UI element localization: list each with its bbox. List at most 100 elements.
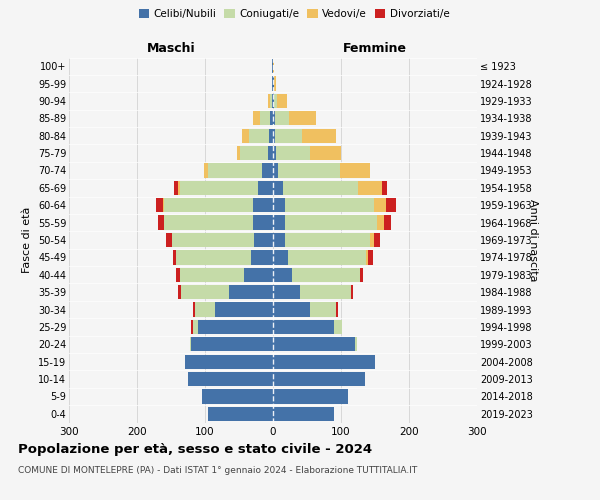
Bar <box>193 302 195 316</box>
Bar <box>336 302 338 316</box>
Bar <box>258 180 273 195</box>
Bar <box>366 250 368 264</box>
Bar <box>215 302 273 316</box>
Text: COMUNE DI MONTELEPRE (PA) - Dati ISTAT 1° gennaio 2024 - Elaborazione TUTTITALIA: COMUNE DI MONTELEPRE (PA) - Dati ISTAT 1… <box>18 466 417 475</box>
Bar <box>292 268 360 282</box>
Bar <box>273 268 292 282</box>
Bar <box>288 250 366 264</box>
Bar <box>273 320 334 334</box>
Bar <box>358 180 382 195</box>
Bar <box>244 268 273 282</box>
Bar <box>269 94 272 108</box>
Bar <box>273 146 277 160</box>
Bar <box>370 233 374 247</box>
Bar <box>229 285 273 300</box>
Bar <box>374 198 386 212</box>
Bar <box>273 216 285 230</box>
Text: Maschi: Maschi <box>146 42 196 55</box>
Bar <box>268 146 273 160</box>
Bar <box>198 320 273 334</box>
Bar <box>195 302 215 316</box>
Bar <box>273 59 274 74</box>
Bar <box>310 146 341 160</box>
Bar <box>351 285 353 300</box>
Bar <box>273 76 274 90</box>
Bar <box>273 250 288 264</box>
Bar <box>202 390 273 404</box>
Bar <box>260 111 270 126</box>
Bar <box>334 320 343 334</box>
Bar <box>272 94 273 108</box>
Bar <box>188 372 273 386</box>
Bar <box>384 216 391 230</box>
Bar <box>340 164 370 177</box>
Bar <box>180 180 258 195</box>
Bar <box>273 372 365 386</box>
Bar <box>374 233 380 247</box>
Bar <box>273 180 283 195</box>
Bar <box>172 233 254 247</box>
Bar <box>382 180 387 195</box>
Bar <box>262 164 273 177</box>
Bar <box>175 180 178 195</box>
Bar <box>272 59 273 74</box>
Bar <box>285 233 370 247</box>
Bar <box>274 76 277 90</box>
Bar <box>273 111 275 126</box>
Bar <box>254 233 273 247</box>
Bar <box>273 94 274 108</box>
Bar <box>191 337 273 351</box>
Bar <box>185 354 273 369</box>
Bar <box>156 198 163 212</box>
Bar <box>355 337 356 351</box>
Bar <box>164 198 253 212</box>
Bar <box>273 128 275 143</box>
Bar <box>241 146 268 160</box>
Bar <box>273 406 334 421</box>
Y-axis label: Fasce di età: Fasce di età <box>22 207 32 273</box>
Bar <box>208 164 262 177</box>
Bar <box>178 285 181 300</box>
Bar <box>178 180 180 195</box>
Bar <box>273 285 300 300</box>
Bar <box>273 198 285 212</box>
Bar <box>277 94 287 108</box>
Bar <box>273 337 355 351</box>
Bar <box>242 128 248 143</box>
Bar <box>253 216 273 230</box>
Bar <box>190 337 191 351</box>
Bar <box>274 94 277 108</box>
Bar <box>277 146 310 160</box>
Bar <box>275 111 289 126</box>
Bar <box>164 216 253 230</box>
Bar <box>273 164 278 177</box>
Bar <box>253 111 260 126</box>
Bar <box>181 285 229 300</box>
Bar <box>191 320 193 334</box>
Bar <box>173 250 176 264</box>
Bar <box>360 268 364 282</box>
Bar <box>273 233 285 247</box>
Bar <box>253 198 273 212</box>
Bar <box>269 128 273 143</box>
Bar <box>283 180 358 195</box>
Bar <box>273 354 375 369</box>
Bar <box>273 302 310 316</box>
Bar <box>180 268 244 282</box>
Bar <box>273 390 348 404</box>
Bar <box>166 233 172 247</box>
Y-axis label: Anni di nascita: Anni di nascita <box>528 198 538 281</box>
Text: Popolazione per età, sesso e stato civile - 2024: Popolazione per età, sesso e stato civil… <box>18 442 372 456</box>
Bar <box>237 146 241 160</box>
Bar <box>163 198 164 212</box>
Bar <box>285 216 377 230</box>
Bar <box>302 128 336 143</box>
Bar <box>289 111 316 126</box>
Bar <box>176 250 251 264</box>
Bar <box>272 76 273 90</box>
Bar <box>176 268 180 282</box>
Bar <box>270 111 273 126</box>
Bar <box>310 302 336 316</box>
Bar <box>368 250 373 264</box>
Bar <box>377 216 384 230</box>
